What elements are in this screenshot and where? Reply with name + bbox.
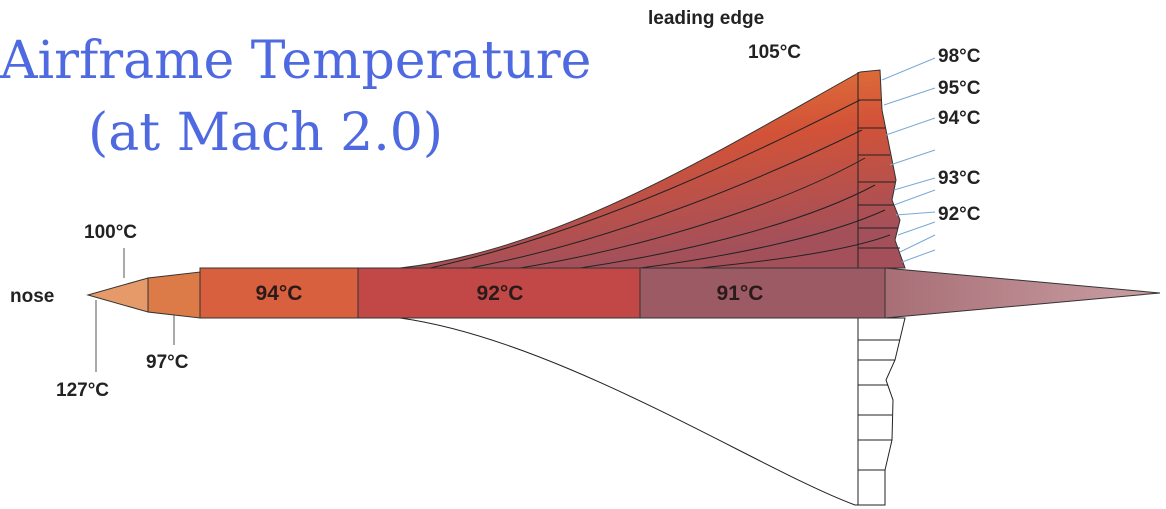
label: leading edge [648,8,764,29]
label: 100°C [84,222,137,243]
nose-cone [86,277,149,313]
section-label: 94°C [256,282,303,305]
upper-wing [399,69,906,269]
fuselage-section [147,271,201,319]
tail [884,267,1161,319]
lower-wing-lines [857,318,900,505]
label: 93°C [938,168,981,189]
label: 94°C [938,108,981,129]
label: 105°C [748,42,801,63]
label: nose [10,286,54,307]
lower-wing [399,317,906,506]
label: 98°C [938,46,981,67]
section-label: 92°C [477,282,524,305]
fuselage-section [639,267,886,319]
leader-lines [881,57,936,263]
label: 92°C [938,204,981,225]
title-line: Airframe Temperature [0,31,591,91]
title-line: (at Mach 2.0) [88,103,443,163]
label: 95°C [938,78,981,99]
label: 127°C [56,380,109,401]
wing-lines [429,72,900,269]
label: 97°C [146,352,189,373]
section-label: 91°C [717,282,764,305]
